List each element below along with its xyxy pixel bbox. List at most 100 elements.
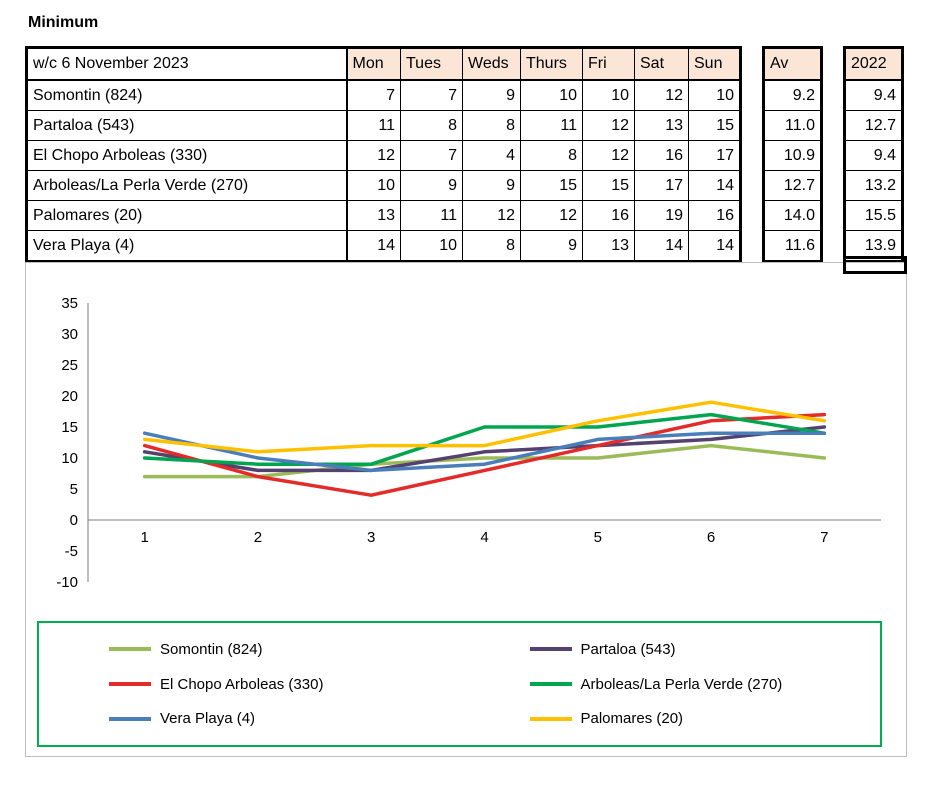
value-cell[interactable]: 16	[634, 140, 689, 171]
svg-text:4: 4	[480, 529, 488, 546]
value-cell[interactable]: 12	[346, 140, 401, 171]
row-label-cell[interactable]: Partaloa (543)	[26, 110, 348, 141]
value-cell[interactable]: 15	[520, 170, 583, 201]
value-cell[interactable]: 9	[462, 170, 521, 201]
value-cell[interactable]: 10	[346, 170, 401, 201]
day-header-thurs[interactable]: Thurs	[520, 47, 583, 81]
value-cell[interactable]: 15	[688, 110, 741, 141]
value-cell[interactable]: 12	[520, 200, 583, 231]
average-cell[interactable]: 11.0	[763, 110, 822, 141]
value-cell[interactable]: 12	[634, 79, 689, 111]
value-cell[interactable]: 16	[688, 200, 741, 231]
value-cell[interactable]: 10	[688, 79, 741, 111]
value-cell[interactable]: 8	[520, 140, 583, 171]
value-cell[interactable]: 14	[688, 170, 741, 201]
empty-cell[interactable]	[843, 256, 907, 274]
legend-item[interactable]: Partaloa (543)	[460, 641, 881, 658]
day-header-mon[interactable]: Mon	[346, 47, 401, 81]
svg-text:15: 15	[61, 419, 78, 436]
svg-text:0: 0	[70, 512, 78, 529]
week-label-cell[interactable]: w/c 6 November 2023	[26, 47, 348, 81]
svg-text:1: 1	[140, 529, 148, 546]
value-cell[interactable]: 12	[582, 110, 635, 141]
value-cell[interactable]: 9	[400, 170, 463, 201]
value-cell[interactable]: 9	[462, 79, 521, 111]
average-cell[interactable]: 14.0	[763, 200, 822, 231]
average-cell[interactable]: 12.7	[763, 170, 822, 201]
row-label-cell[interactable]: Palomares (20)	[26, 200, 348, 231]
legend-label: Somontin (824)	[160, 640, 263, 658]
value-cell[interactable]: 8	[462, 110, 521, 141]
value-cell[interactable]: 7	[400, 140, 463, 171]
row-label-cell[interactable]: Vera Playa (4)	[26, 230, 348, 262]
legend-item[interactable]: El Chopo Arboleas (330)	[39, 676, 460, 693]
prev-year-cell[interactable]: 9.4	[844, 140, 903, 171]
average-cell[interactable]: 9.2	[763, 79, 822, 111]
table-row: Partaloa (543) 11 8 8 11 12 13 15	[26, 110, 741, 141]
day-header-sat[interactable]: Sat	[634, 47, 689, 81]
legend-item[interactable]: Vera Playa (4)	[39, 710, 460, 727]
legend-item[interactable]: Somontin (824)	[39, 641, 460, 658]
value-cell[interactable]: 13	[582, 230, 635, 262]
value-cell[interactable]: 16	[582, 200, 635, 231]
table-row: El Chopo Arboleas (330) 12 7 4 8 12 16 1…	[26, 140, 741, 171]
value-cell[interactable]: 12	[582, 140, 635, 171]
svg-text:25: 25	[61, 357, 78, 374]
legend-line-swatch	[529, 716, 572, 721]
average-cell[interactable]: 11.6	[763, 230, 822, 262]
value-cell[interactable]: 4	[462, 140, 521, 171]
legend-label: El Chopo Arboleas (330)	[160, 675, 324, 693]
chart-area[interactable]: 35 30 25 20 15 10 5 0 -5 -10 1 2 3 4 5 6 7 Somontin (824…	[25, 262, 907, 757]
average-cell[interactable]: 10.9	[763, 140, 822, 171]
value-cell[interactable]: 8	[462, 230, 521, 262]
legend-item[interactable]: Palomares (20)	[460, 710, 881, 727]
legend-line-swatch	[109, 647, 151, 652]
row-label-cell[interactable]: Arboleas/La Perla Verde (270)	[26, 170, 348, 201]
value-cell[interactable]: 10	[520, 79, 583, 111]
value-cell[interactable]: 11	[520, 110, 583, 141]
svg-text:-10: -10	[56, 574, 78, 591]
day-header-sun[interactable]: Sun	[688, 47, 741, 81]
prev-year-cell[interactable]: 13.2	[844, 170, 903, 201]
value-cell[interactable]: 7	[400, 79, 463, 111]
day-header-fri[interactable]: Fri	[582, 47, 635, 81]
value-cell[interactable]: 17	[688, 140, 741, 171]
row-label-cell[interactable]: El Chopo Arboleas (330)	[26, 140, 348, 171]
value-cell[interactable]: 8	[400, 110, 463, 141]
value-cell[interactable]: 17	[634, 170, 689, 201]
prev-year-cell[interactable]: 9.4	[844, 79, 903, 111]
legend-label: Vera Playa (4)	[160, 710, 256, 728]
value-cell[interactable]: 9	[520, 230, 583, 262]
svg-text:5: 5	[70, 481, 78, 498]
value-cell[interactable]: 13	[346, 200, 401, 231]
table-row: Somontin (824) 7 7 9 10 10 12 10	[26, 79, 741, 111]
value-cell[interactable]: 14	[634, 230, 689, 262]
table-row: Vera Playa (4) 14 10 8 9 13 14 14	[26, 230, 741, 262]
prev-year-header[interactable]: 2022	[844, 47, 903, 81]
value-cell[interactable]: 12	[462, 200, 521, 231]
value-cell[interactable]: 7	[346, 79, 401, 111]
value-cell[interactable]: 14	[688, 230, 741, 262]
value-cell[interactable]: 10	[400, 230, 463, 262]
average-header[interactable]: Av	[763, 47, 822, 81]
day-header-weds[interactable]: Weds	[462, 47, 521, 81]
value-cell[interactable]: 10	[582, 79, 635, 111]
row-label-cell[interactable]: Somontin (824)	[26, 79, 348, 111]
value-cell[interactable]: 19	[634, 200, 689, 231]
value-cell[interactable]: 11	[346, 110, 401, 141]
value-cell[interactable]: 13	[634, 110, 689, 141]
prev-year-cell[interactable]: 12.7	[844, 110, 903, 141]
legend-label: Arboleas/La Perla Verde (270)	[580, 675, 783, 693]
legend-line-swatch	[529, 682, 572, 686]
day-header-tues[interactable]: Tues	[400, 47, 463, 81]
table-row: Arboleas/La Perla Verde (270) 10 9 9 15 …	[26, 170, 741, 201]
svg-text:30: 30	[61, 326, 78, 343]
prev-year-cell[interactable]: 15.5	[844, 200, 903, 231]
legend-line-swatch	[109, 682, 151, 686]
value-cell[interactable]: 15	[582, 170, 635, 201]
legend-item[interactable]: Arboleas/La Perla Verde (270)	[460, 676, 881, 693]
average-column: Av 9.2 11.0 10.9 12.7 14.0 11.6	[762, 46, 823, 263]
value-cell[interactable]: 14	[346, 230, 401, 262]
value-cell[interactable]: 11	[400, 200, 463, 231]
